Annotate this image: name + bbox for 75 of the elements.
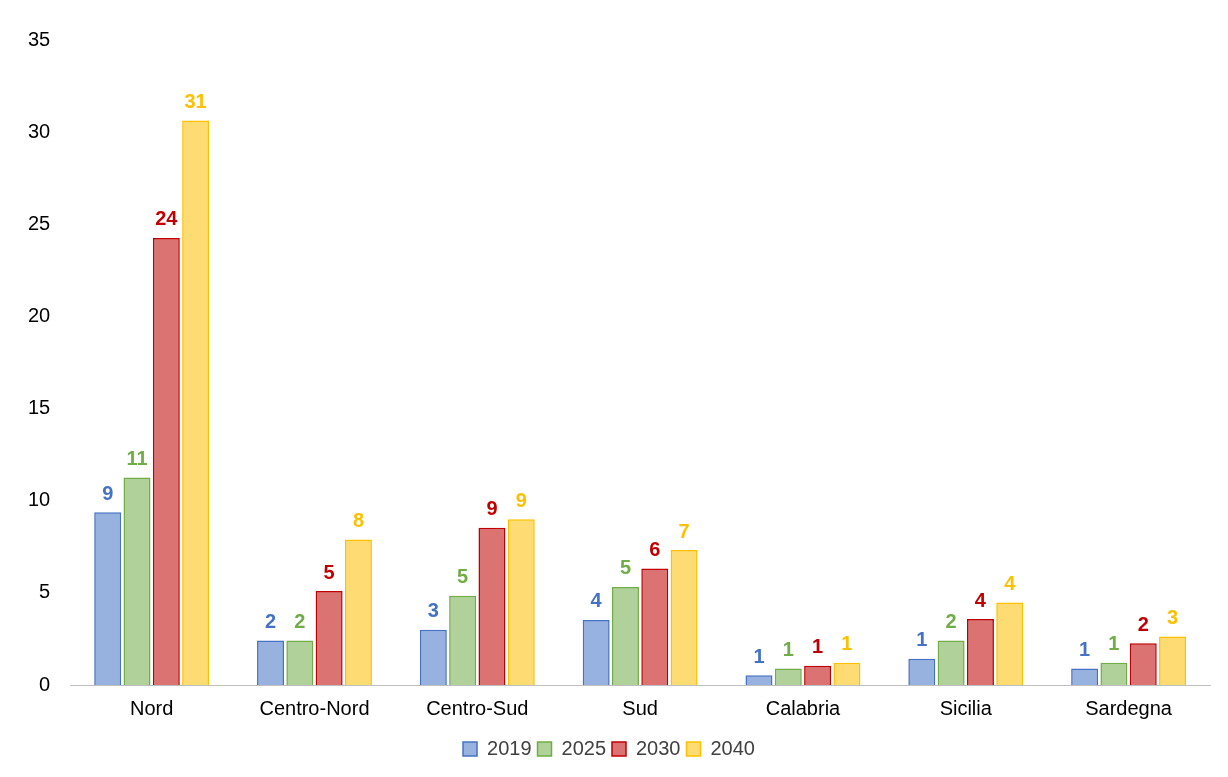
bar [937, 640, 965, 685]
legend-label: 2019 [487, 736, 532, 759]
y-tick-label: 10 [28, 488, 51, 511]
bar [286, 640, 314, 685]
data-label: 6 [649, 538, 661, 561]
y-tick-label: 25 [28, 211, 51, 234]
data-label: 9 [102, 481, 114, 504]
data-label: 4 [590, 589, 603, 612]
bar [1071, 668, 1099, 685]
bar [641, 568, 669, 685]
data-label: 2 [264, 609, 277, 632]
x-tick-label: Calabria [765, 696, 842, 719]
data-label: 1 [782, 638, 794, 661]
data-label: 5 [619, 556, 632, 579]
bar [804, 665, 832, 685]
bar [257, 640, 284, 685]
bar [833, 662, 861, 685]
bar [966, 619, 994, 685]
data-label: 3 [427, 599, 439, 622]
legend-label: 2030 [636, 736, 681, 759]
data-label: 11 [126, 447, 148, 470]
data-label: 1 [916, 628, 928, 651]
data-label: 1 [841, 632, 853, 655]
legend-label: 2025 [561, 736, 607, 759]
data-label: 2 [294, 609, 306, 632]
data-label: 1 [812, 635, 824, 658]
data-label: 5 [457, 565, 469, 588]
data-label: 9 [515, 488, 527, 511]
data-label: 4 [974, 588, 987, 611]
bar [123, 477, 151, 685]
x-tick-label: Centro-Nord [259, 696, 370, 719]
bar [419, 629, 447, 685]
x-tick-label: Centro-Sud [426, 696, 529, 719]
bar [996, 602, 1024, 685]
bar [745, 675, 773, 685]
data-label: 24 [155, 207, 179, 230]
bar [478, 527, 506, 685]
bar [449, 595, 477, 685]
bar [315, 591, 343, 685]
bar [908, 658, 936, 685]
y-tick-label: 0 [39, 672, 51, 695]
data-label: 2 [1137, 612, 1149, 635]
data-label: 5 [323, 560, 335, 583]
data-label: 3 [1166, 606, 1179, 629]
y-tick-label: 5 [39, 580, 51, 603]
bar [774, 668, 802, 685]
data-label: 1 [1108, 632, 1120, 655]
bar [670, 550, 698, 685]
data-label: 1 [1079, 638, 1091, 661]
data-label: 1 [753, 644, 765, 667]
bar [611, 586, 639, 685]
x-tick-label: Nord [129, 696, 174, 719]
bar [582, 619, 610, 685]
bar [94, 512, 122, 685]
y-tick-label: 15 [28, 396, 51, 419]
bar [507, 519, 535, 685]
bar [1159, 636, 1187, 685]
bar [182, 120, 210, 685]
legend-label: 2040 [710, 736, 755, 759]
y-tick-label: 20 [28, 303, 51, 326]
bar [344, 539, 372, 685]
data-label: 31 [184, 90, 207, 113]
y-tick-label: 30 [28, 119, 51, 142]
data-label: 8 [352, 508, 364, 531]
data-label: 2 [945, 609, 957, 632]
bar [152, 237, 180, 685]
x-tick-label: Sicilia [939, 696, 993, 719]
data-label: 9 [486, 497, 498, 520]
y-tick-label: 35 [28, 27, 51, 50]
bar [1100, 662, 1128, 685]
data-label: 7 [678, 519, 690, 542]
bar [1129, 643, 1157, 685]
x-tick-label: Sardegna [1085, 696, 1173, 719]
data-label: 4 [1004, 572, 1017, 595]
x-tick-label: Sud [622, 696, 658, 719]
